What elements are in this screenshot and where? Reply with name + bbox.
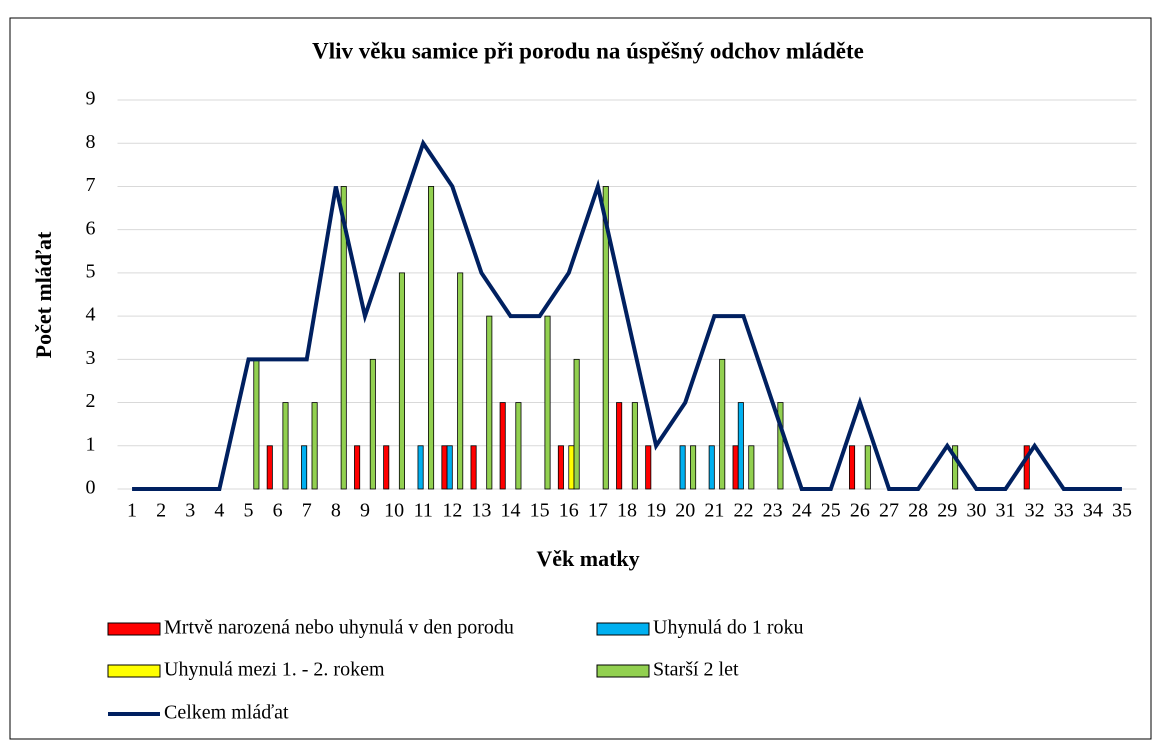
x-tick-label: 23 <box>763 500 783 522</box>
y-tick-label: 3 <box>86 347 96 369</box>
x-tick-label: 10 <box>384 500 404 522</box>
x-tick-label: 17 <box>588 500 608 522</box>
bar <box>864 445 871 490</box>
bar <box>369 358 376 490</box>
bar <box>568 445 575 490</box>
x-tick-label: 4 <box>214 500 224 522</box>
x-tick-label: 15 <box>530 500 550 522</box>
x-tick-label: 26 <box>850 500 870 522</box>
x-tick-label: 1 <box>127 500 137 522</box>
legend-swatch <box>596 622 650 636</box>
legend-label: Starší 2 let <box>653 659 739 681</box>
bar <box>441 445 448 490</box>
bar <box>311 402 318 490</box>
x-tick-label: 7 <box>302 500 312 522</box>
x-tick-label: 25 <box>821 500 841 522</box>
x-tick-label: 13 <box>471 500 491 522</box>
x-tick-label: 21 <box>704 500 724 522</box>
x-tick-label: 32 <box>1025 500 1045 522</box>
legend-swatch <box>107 664 161 678</box>
chart-frame <box>9 17 1152 740</box>
x-tick-label: 8 <box>331 500 341 522</box>
x-tick-label: 5 <box>244 500 254 522</box>
bar <box>446 445 453 490</box>
bar <box>253 358 260 490</box>
bar <box>499 402 506 490</box>
x-tick-label: 27 <box>879 500 899 522</box>
legend-label: Uhynulá mezi 1. - 2. rokem <box>164 659 385 681</box>
bar <box>777 402 784 490</box>
y-tick-label: 4 <box>86 304 96 326</box>
y-tick-label: 0 <box>86 477 96 499</box>
bar <box>486 315 493 490</box>
x-tick-label: 33 <box>1054 500 1074 522</box>
x-tick-label: 28 <box>908 500 928 522</box>
bar <box>748 445 755 490</box>
x-tick-label: 12 <box>442 500 462 522</box>
x-tick-label: 29 <box>937 500 957 522</box>
x-tick-label: 14 <box>501 500 521 522</box>
x-tick-label: 31 <box>995 500 1015 522</box>
bar <box>544 315 551 490</box>
x-tick-label: 2 <box>156 500 166 522</box>
bar <box>383 445 390 490</box>
x-tick-label: 3 <box>185 500 195 522</box>
bar <box>282 402 289 490</box>
legend-label: Celkem mláďat <box>164 702 289 724</box>
bar <box>1023 445 1030 490</box>
x-tick-label: 30 <box>966 500 986 522</box>
x-tick-label: 18 <box>617 500 637 522</box>
bar <box>602 186 609 490</box>
x-tick-label: 6 <box>273 500 283 522</box>
bar <box>398 272 405 490</box>
bar <box>737 402 744 490</box>
x-tick-label: 20 <box>675 500 695 522</box>
legend-label: Uhynulá do 1 roku <box>653 617 804 639</box>
x-tick-label: 34 <box>1083 500 1103 522</box>
bar <box>428 186 435 490</box>
y-tick-label: 5 <box>86 260 96 282</box>
y-tick-label: 7 <box>86 174 96 196</box>
bar <box>557 445 564 490</box>
y-tick-label: 1 <box>86 433 96 455</box>
x-tick-label: 24 <box>792 500 812 522</box>
bar <box>573 358 580 490</box>
bar <box>470 445 477 490</box>
bar <box>719 358 726 490</box>
y-tick-label: 2 <box>86 390 96 412</box>
x-tick-label: 22 <box>733 500 753 522</box>
x-tick-label: 19 <box>646 500 666 522</box>
x-tick-label: 16 <box>559 500 579 522</box>
bar <box>354 445 361 490</box>
bar <box>457 272 464 490</box>
line <box>132 138 1122 491</box>
bar <box>732 445 739 490</box>
bar <box>340 186 347 490</box>
y-tick-label: 8 <box>86 131 96 153</box>
x-tick-label: 11 <box>414 500 433 522</box>
bar <box>301 445 308 490</box>
bar <box>616 402 623 490</box>
bar <box>952 445 959 490</box>
x-tick-label: 9 <box>360 500 370 522</box>
bar <box>690 445 697 490</box>
bar <box>515 402 522 490</box>
bar <box>645 445 652 490</box>
chart-title: Vliv věku samice při porodu na úspěšný o… <box>312 38 864 63</box>
x-tick-label: 35 <box>1112 500 1132 522</box>
y-axis-label: Počet mláďat <box>31 231 56 358</box>
bar <box>849 445 856 490</box>
x-axis-label: Věk matky <box>536 546 639 571</box>
legend-label: Mrtvě narozená nebo uhynulá v den porodu <box>164 617 514 639</box>
bar <box>708 445 715 490</box>
bar <box>679 445 686 490</box>
y-tick-label: 9 <box>86 88 96 110</box>
bar <box>631 402 638 490</box>
legend-swatch <box>596 664 650 678</box>
y-tick-label: 6 <box>86 217 96 239</box>
legend-swatch <box>107 622 161 636</box>
bar <box>417 445 424 490</box>
bar <box>266 445 273 490</box>
